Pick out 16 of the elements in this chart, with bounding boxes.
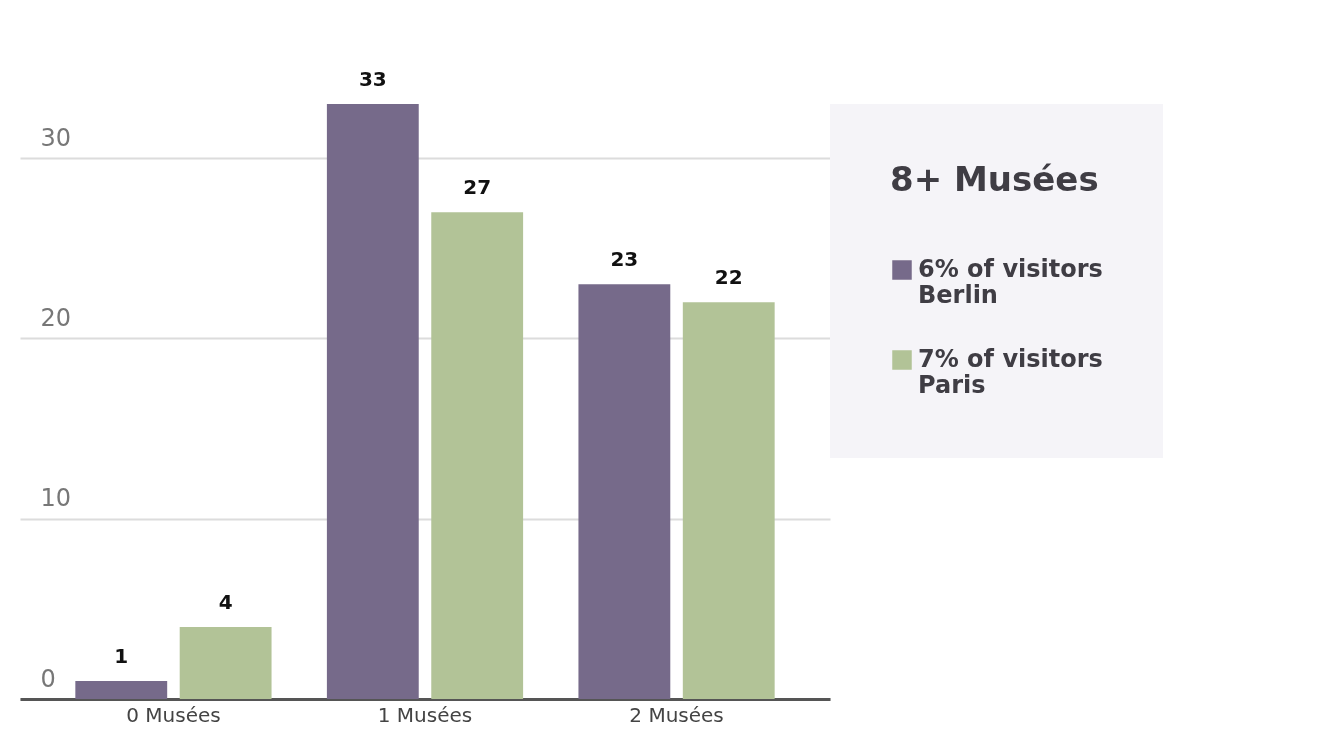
y-tick-label: 20	[40, 303, 72, 332]
data-label: 23	[610, 247, 639, 272]
y-tick-label: 30	[40, 123, 72, 152]
legend-label: 7% of visitors Paris	[918, 345, 1103, 399]
y-tick-label: 0	[40, 664, 56, 693]
data-label: 27	[463, 175, 492, 200]
legend-label: 6% of visitors Berlin	[918, 255, 1103, 309]
data-label: 1	[114, 643, 129, 668]
data-label: 33	[358, 67, 387, 91]
x-tick-label: 2 Musées	[629, 702, 724, 727]
y-tick-label: 10	[40, 484, 72, 513]
legend-title: 8+ Musées	[890, 159, 1099, 199]
data-label: 22	[714, 265, 743, 290]
x-tick-label: 1 Musées	[377, 702, 473, 727]
x-tick-label: 0 Musées	[126, 702, 221, 727]
data-label: 4	[218, 589, 233, 614]
